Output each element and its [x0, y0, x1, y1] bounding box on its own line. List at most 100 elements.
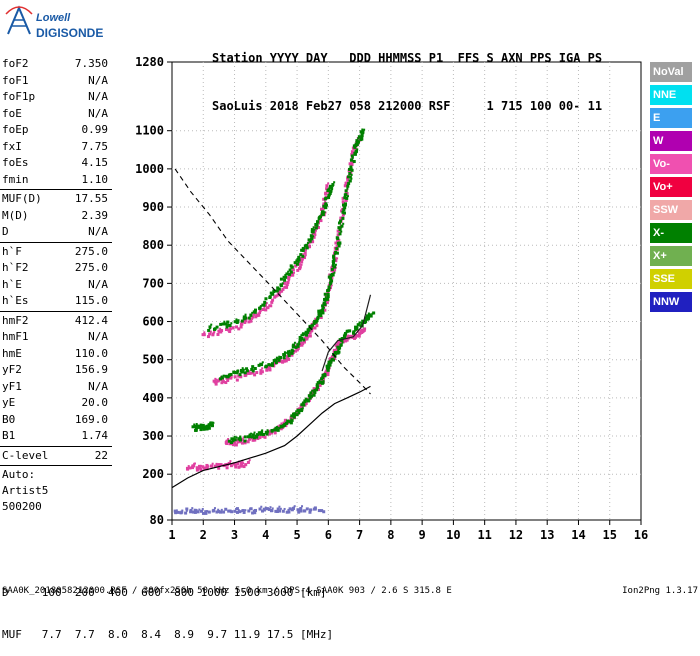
- echo-point: [335, 349, 339, 353]
- echo-point: [238, 437, 242, 441]
- echo-point: [341, 341, 344, 344]
- echo-point: [323, 197, 327, 201]
- echo-point: [321, 375, 324, 378]
- echo-point: [199, 428, 203, 432]
- echo-point: [307, 397, 310, 400]
- echo-point: [319, 310, 322, 313]
- echo-point: [318, 217, 322, 221]
- echo-point: [327, 363, 331, 367]
- echo-point: [290, 508, 294, 512]
- echo-point: [185, 466, 189, 470]
- echo-point: [334, 351, 338, 355]
- param-row: B0 169.0: [0, 412, 112, 429]
- param-name: C-level: [2, 448, 49, 462]
- legend-item-vo-: Vo-: [650, 154, 692, 174]
- echo-point: [327, 360, 331, 364]
- echo-point: [284, 421, 287, 424]
- param-value: 275.0: [74, 261, 108, 274]
- echo-point: [271, 298, 275, 302]
- echo-point: [277, 287, 280, 290]
- echo-point: [337, 244, 341, 248]
- echo-point: [324, 372, 327, 375]
- echo-point: [272, 428, 276, 432]
- echo-point: [337, 339, 341, 343]
- echo-point: [304, 338, 307, 341]
- echo-point: [341, 216, 345, 220]
- echo-point: [340, 224, 344, 228]
- echo-point: [327, 285, 331, 289]
- echo-point: [295, 259, 299, 263]
- echo-point: [343, 193, 347, 197]
- echo-point: [359, 330, 362, 333]
- echo-point: [325, 184, 329, 188]
- echo-point: [275, 510, 279, 514]
- echo-point: [344, 193, 348, 197]
- echo-point: [331, 270, 335, 274]
- echo-point: [251, 511, 255, 515]
- echo-point: [287, 277, 291, 281]
- echo-point: [323, 371, 326, 374]
- echo-point: [279, 425, 283, 429]
- echo-point: [358, 332, 362, 336]
- echo-point: [341, 203, 345, 207]
- echo-point: [220, 381, 224, 385]
- echo-point: [318, 314, 322, 318]
- echo-point: [322, 373, 326, 377]
- echo-point: [321, 305, 325, 309]
- echo-point: [328, 364, 331, 367]
- param-separator: [0, 189, 112, 190]
- x-tick-label: 14: [571, 528, 585, 542]
- param-name: foF1: [2, 73, 29, 87]
- echo-point: [254, 315, 258, 319]
- echo-point: [347, 174, 350, 177]
- echo-point: [327, 288, 331, 292]
- echo-point: [324, 211, 327, 214]
- echo-point: [228, 440, 232, 444]
- echo-point: [240, 371, 243, 374]
- echo-point: [351, 156, 354, 159]
- param-row: h`F 275.0: [0, 244, 112, 261]
- echo-point: [301, 505, 304, 508]
- muf-distance-row: D 100 200 400 600 800 1000 1500 3000 [km…: [2, 586, 327, 599]
- echo-point: [366, 314, 369, 317]
- echo-point: [342, 337, 346, 341]
- echo-point: [287, 508, 290, 511]
- echo-point: [334, 259, 338, 263]
- echo-point: [316, 385, 320, 389]
- echo-point: [212, 508, 216, 512]
- echo-point: [355, 139, 359, 143]
- echo-point: [358, 321, 361, 324]
- echo-point: [332, 349, 336, 353]
- echo-point: [320, 213, 323, 216]
- echo-point: [222, 464, 226, 468]
- echo-point: [227, 439, 231, 443]
- echo-point: [307, 335, 310, 338]
- echo-point: [327, 194, 330, 197]
- echo-point: [217, 329, 221, 333]
- echo-point: [335, 345, 339, 349]
- echo-point: [312, 387, 316, 391]
- echo-point: [303, 403, 307, 407]
- echo-point: [237, 437, 241, 441]
- echo-point: [296, 346, 300, 350]
- echo-point: [326, 290, 330, 294]
- echo-point: [230, 437, 234, 441]
- echo-point: [299, 256, 303, 260]
- echo-point: [243, 439, 247, 443]
- echo-point: [284, 424, 288, 428]
- echo-point: [324, 202, 328, 206]
- echo-point: [290, 273, 294, 277]
- echo-point: [264, 431, 268, 435]
- echo-point: [319, 310, 323, 314]
- echo-point: [355, 143, 359, 147]
- echo-point: [346, 336, 350, 340]
- echo-point: [368, 315, 371, 318]
- echo-point: [348, 179, 352, 183]
- echo-point: [302, 402, 306, 406]
- echo-point: [314, 391, 317, 394]
- param-row: hmE 110.0: [0, 346, 112, 363]
- echo-point: [301, 247, 305, 251]
- echo-point: [268, 295, 272, 299]
- echo-point: [265, 368, 269, 372]
- echo-point: [210, 464, 214, 468]
